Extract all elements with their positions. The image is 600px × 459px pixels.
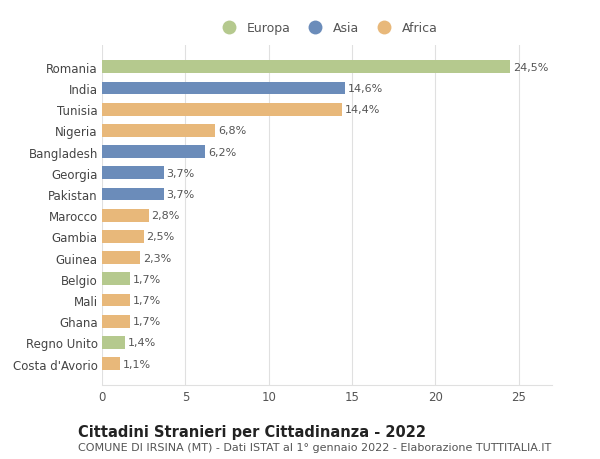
Bar (102, 188, 164, 201)
Text: 14,4%: 14,4% (344, 105, 380, 115)
Text: 1,7%: 1,7% (133, 274, 161, 284)
Bar (102, 315, 130, 328)
Text: Cittadini Stranieri per Cittadinanza - 2022: Cittadini Stranieri per Cittadinanza - 2… (78, 425, 426, 440)
Bar (102, 294, 130, 307)
Bar (102, 336, 125, 349)
Text: 3,7%: 3,7% (166, 168, 194, 179)
Bar (102, 358, 121, 370)
Text: COMUNE DI IRSINA (MT) - Dati ISTAT al 1° gennaio 2022 - Elaborazione TUTTITALIA.: COMUNE DI IRSINA (MT) - Dati ISTAT al 1°… (78, 442, 551, 452)
Text: 1,4%: 1,4% (128, 338, 156, 347)
Bar (102, 230, 143, 243)
Text: 6,2%: 6,2% (208, 147, 236, 157)
Bar (102, 209, 149, 222)
Text: 2,3%: 2,3% (143, 253, 171, 263)
Bar (102, 167, 164, 180)
Text: 1,7%: 1,7% (133, 295, 161, 305)
Bar (102, 146, 205, 159)
Bar (102, 62, 511, 74)
Text: 24,5%: 24,5% (513, 63, 548, 73)
Legend: Europa, Asia, Africa: Europa, Asia, Africa (213, 18, 441, 39)
Bar (102, 273, 130, 285)
Text: 1,1%: 1,1% (123, 359, 151, 369)
Bar (102, 104, 342, 116)
Bar (102, 83, 346, 95)
Text: 1,7%: 1,7% (133, 317, 161, 326)
Bar (102, 125, 215, 138)
Text: 14,6%: 14,6% (348, 84, 383, 94)
Text: 3,7%: 3,7% (166, 190, 194, 200)
Text: 6,8%: 6,8% (218, 126, 246, 136)
Bar (102, 252, 140, 264)
Text: 2,8%: 2,8% (151, 211, 179, 221)
Text: 2,5%: 2,5% (146, 232, 175, 242)
